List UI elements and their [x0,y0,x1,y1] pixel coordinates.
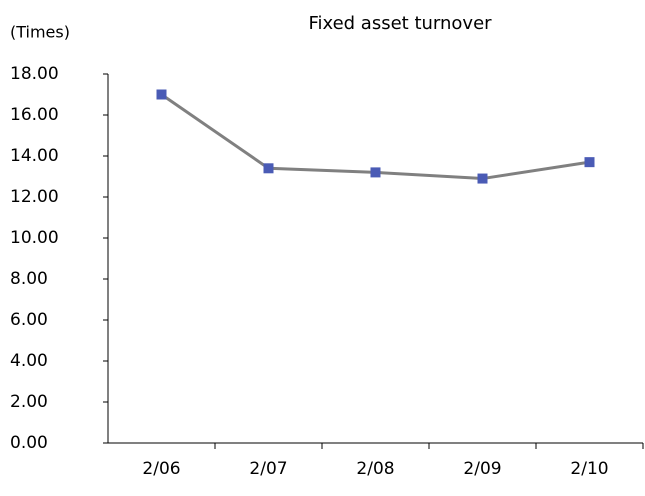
y-tick-label: 6.00 [10,310,48,330]
x-tick-label: 2/10 [570,459,608,479]
x-tick-label: 2/09 [463,459,501,479]
y-tick-label: 14.00 [10,146,59,166]
y-tick-label: 16.00 [10,105,59,125]
y-tick-label: 10.00 [10,228,59,248]
x-tick-label: 2/07 [249,459,287,479]
chart-title: Fixed asset turnover [308,13,492,34]
y-axis-label: (Times) [10,23,70,42]
marker [477,173,488,184]
marker [263,163,274,174]
line [160,93,590,181]
y-tick-label: 8.00 [10,269,48,289]
x-tick-label: 2/06 [142,459,180,479]
y-tick-label: 18.00 [10,64,59,84]
y-tick-label: 4.00 [10,351,48,371]
marker [370,167,381,178]
y-tick-label: 0.00 [10,433,48,453]
y-tick-label: 2.00 [10,392,48,412]
marker [156,89,167,100]
marker [584,157,595,168]
y-tick-label: 12.00 [10,187,59,207]
x-tick-label: 2/08 [356,459,394,479]
